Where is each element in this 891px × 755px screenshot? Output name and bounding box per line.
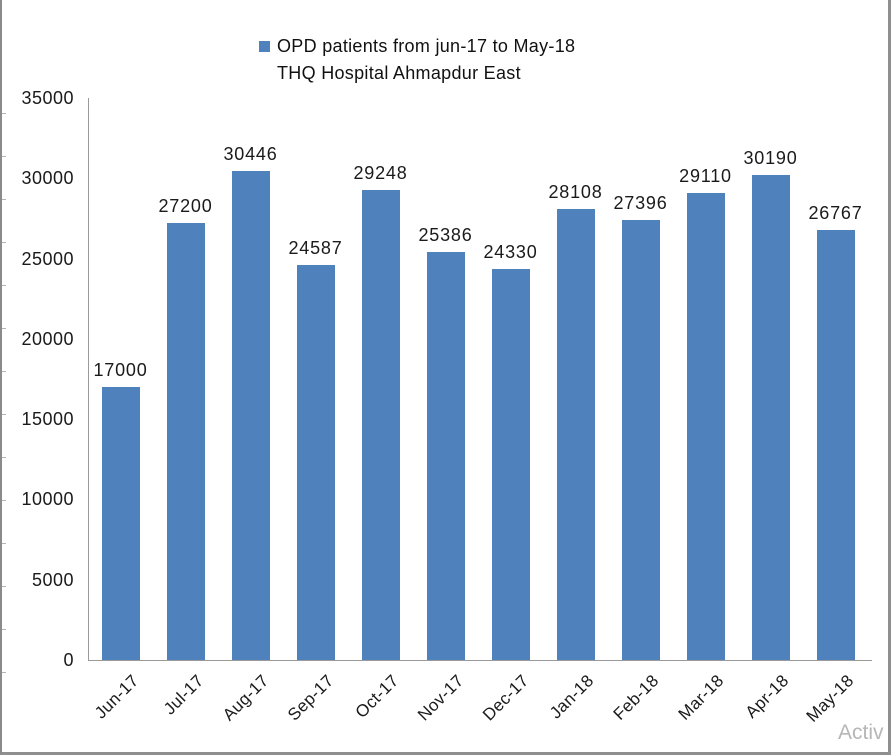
bar-apr-18[interactable] [751,175,790,660]
bar-value-label: 30446 [223,144,278,164]
bar-value-label: 29110 [679,166,732,186]
y-axis-line [88,98,89,660]
bar-dec-17[interactable] [491,269,530,660]
y-axis-label: 20000 [21,328,74,349]
bar-value-label: 30190 [743,148,798,168]
y-axis-label: 30000 [21,168,74,189]
legend-series-label: OPD patients from jun-17 to May-18 [277,36,576,56]
y-axis-label: 10000 [21,489,74,510]
legend-marker-icon [259,41,270,52]
bar-nov-17[interactable] [426,252,465,660]
x-axis-line [88,660,872,661]
bar-value-label: 24587 [288,238,343,258]
bar-value-label: 26767 [808,203,863,223]
bar-value-label: 24330 [483,242,538,262]
y-axis-label: 0 [63,650,74,670]
y-axis-label: 5000 [31,569,74,590]
bar-mar-18[interactable] [686,193,725,660]
bar-jun-17[interactable] [101,387,140,660]
legend-text: OPD patients from jun-17 to May-18 THQ H… [277,33,575,87]
bar-jan-18[interactable] [556,209,595,660]
y-axis-label: 35000 [21,88,74,108]
bar-value-label: 17000 [93,360,148,380]
legend-series-sublabel: THQ Hospital Ahmapdur East [277,63,521,83]
bar-value-label: 29248 [353,163,408,183]
bar-aug-17[interactable] [231,171,270,660]
y-axis-label: 25000 [21,248,74,269]
bar-sep-17[interactable] [296,265,335,660]
bar-value-label: 25386 [418,225,473,245]
sheet-row-ticks [2,113,6,675]
bar-jul-17[interactable] [166,223,205,660]
activation-watermark: Activ [838,721,884,744]
bar-value-label: 27396 [613,193,668,213]
y-axis-label: 15000 [21,409,74,430]
bar-value-label: 28108 [548,182,603,202]
chart-legend[interactable]: OPD patients from jun-17 to May-18 THQ H… [259,33,575,87]
bar-may-18[interactable] [816,230,855,660]
bar-feb-18[interactable] [621,220,660,660]
bar-oct-17[interactable] [361,190,400,660]
bar-value-label: 27200 [158,196,213,216]
